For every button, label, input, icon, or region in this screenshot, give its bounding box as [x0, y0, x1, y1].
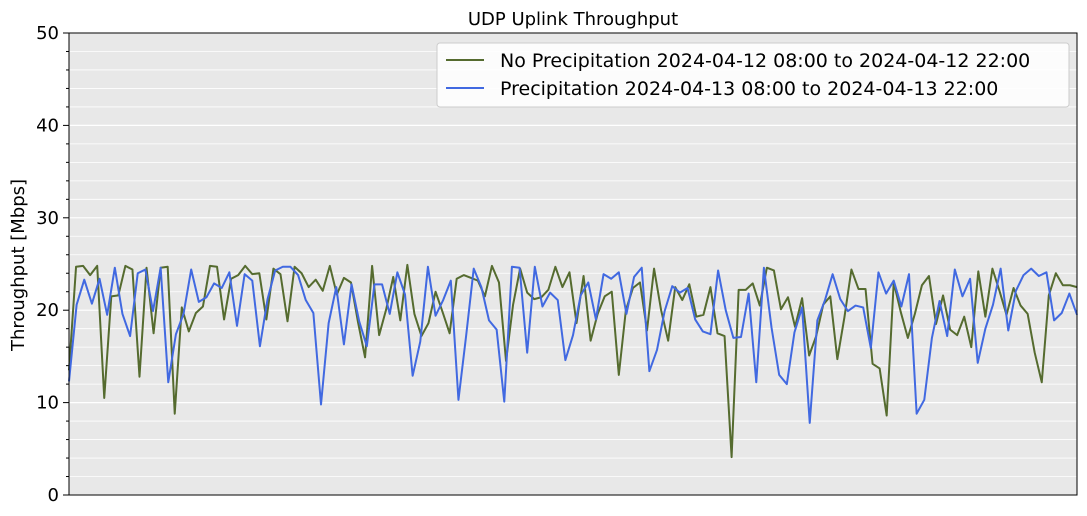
- series-line-no-precipitation: [68, 263, 1078, 459]
- series-lines: [68, 263, 1078, 459]
- chart-title: UDP Uplink Throughput: [468, 9, 678, 30]
- y-axis: 0 10 20 30 40 50: [36, 23, 69, 506]
- plot-area: [69, 33, 1077, 495]
- legend-box: [436, 42, 1070, 108]
- y-tick-label: 0: [48, 485, 59, 506]
- legend: No Precipitation 2024-04-12 08:00 to 202…: [436, 42, 1070, 108]
- y-axis-label: Throughput [Mbps]: [8, 179, 29, 352]
- y-tick-label: 30: [36, 208, 59, 229]
- series-line-precipitation: [68, 265, 1078, 424]
- y-tick-label: 10: [36, 393, 59, 414]
- y-tick-label: 50: [36, 23, 59, 44]
- legend-label-no-precipitation: No Precipitation 2024-04-12 08:00 to 202…: [500, 50, 1030, 72]
- y-tick-label: 40: [36, 115, 59, 136]
- plot-frame: [68, 32, 1078, 496]
- legend-label-precipitation: Precipitation 2024-04-13 08:00 to 2024-0…: [500, 78, 998, 100]
- y-tick-label: 20: [36, 300, 59, 321]
